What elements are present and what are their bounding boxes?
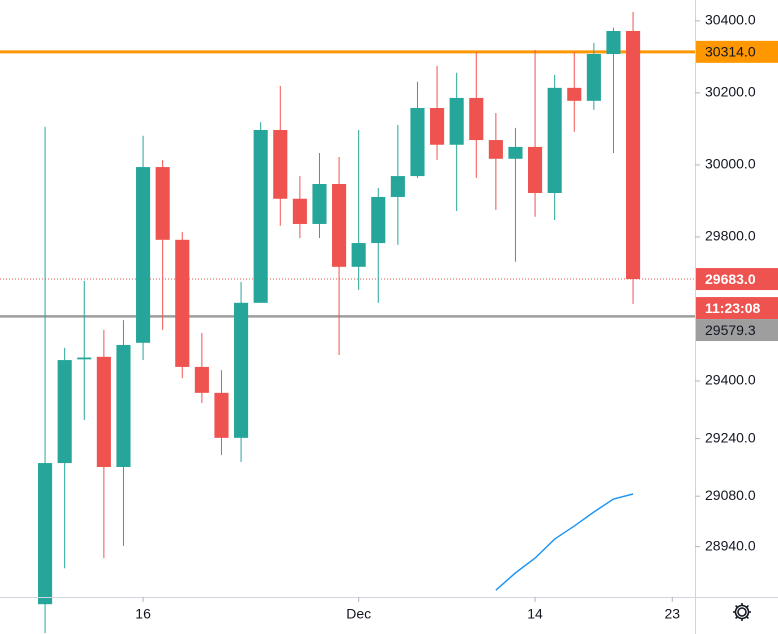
candle-body (430, 108, 445, 145)
settings-icon-hub (737, 607, 747, 617)
candle-body (116, 344, 131, 468)
candle-body (371, 196, 386, 244)
candle-body (626, 30, 641, 280)
last-price-label-text: 29683.0 (705, 271, 756, 287)
countdown-label-text: 11:23:08 (705, 300, 760, 316)
candle-body (194, 366, 209, 393)
candle-body (567, 87, 582, 101)
candle-body (273, 129, 288, 199)
candle-body (96, 356, 111, 468)
plot-area (0, 11, 695, 634)
candle-body (77, 357, 92, 360)
horizontal-line-label-text: 29579.3 (705, 322, 756, 338)
horizontal-line-label: 29579.3 (696, 319, 778, 342)
y-tick-label: 29240.0 (705, 429, 756, 445)
last-price-label-box (696, 268, 778, 291)
candle-body (469, 97, 484, 141)
candle-body (586, 54, 601, 101)
candle-body (606, 30, 621, 55)
countdown-label: 11:23:08 (696, 297, 778, 320)
y-tick-label: 29080.0 (705, 487, 756, 503)
horizontal-line-label-box (696, 40, 778, 63)
last-price-label: 29683.0 (696, 268, 778, 291)
candle-body (57, 360, 72, 464)
y-tick-label: 30000.0 (705, 156, 756, 172)
axes: 30400.0 30200.0 30000.0 29800.0 29400.0 29240… (135, 12, 756, 622)
candle-body (136, 167, 151, 343)
settings-icon[interactable] (733, 603, 751, 621)
candle-body (508, 146, 523, 159)
y-tick-label: 29800.0 (705, 228, 756, 244)
price-labels: 30314.0 29683.0 11:23:08 29579.3 (696, 40, 778, 342)
candle-body (155, 167, 170, 240)
x-tick-label: 14 (527, 606, 543, 622)
candle-body (175, 239, 190, 367)
candle-body (449, 97, 464, 145)
settings-icon-ring (734, 604, 750, 620)
candle-body (253, 129, 268, 303)
y-tick-label: 30400.0 (705, 12, 756, 28)
x-tick-label: 23 (664, 606, 680, 622)
y-tick-label: 28940.0 (705, 537, 756, 553)
candle-body (332, 183, 347, 267)
candle-body (547, 87, 562, 193)
horizontal-line-label-box (696, 319, 778, 342)
countdown-label-box (696, 297, 778, 320)
x-tick-label: 16 (135, 606, 151, 622)
candle-body (351, 243, 366, 267)
indicator-line (495, 493, 634, 591)
x-tick-label: Dec (346, 606, 371, 622)
candle-body (214, 392, 229, 438)
candle-body (312, 183, 327, 224)
candle-body (528, 146, 543, 193)
candle-body (488, 140, 503, 159)
candle-body (390, 176, 405, 197)
y-tick-label: 30200.0 (705, 84, 756, 100)
candle-body (38, 463, 53, 605)
horizontal-line-label-text: 30314.0 (705, 44, 756, 60)
horizontal-line-label: 30314.0 (696, 40, 778, 63)
y-tick-label: 29400.0 (705, 372, 756, 388)
candle-body (410, 108, 425, 177)
candle-body (234, 302, 249, 438)
settings-icon-teeth (733, 603, 751, 621)
candle-body (292, 198, 307, 224)
